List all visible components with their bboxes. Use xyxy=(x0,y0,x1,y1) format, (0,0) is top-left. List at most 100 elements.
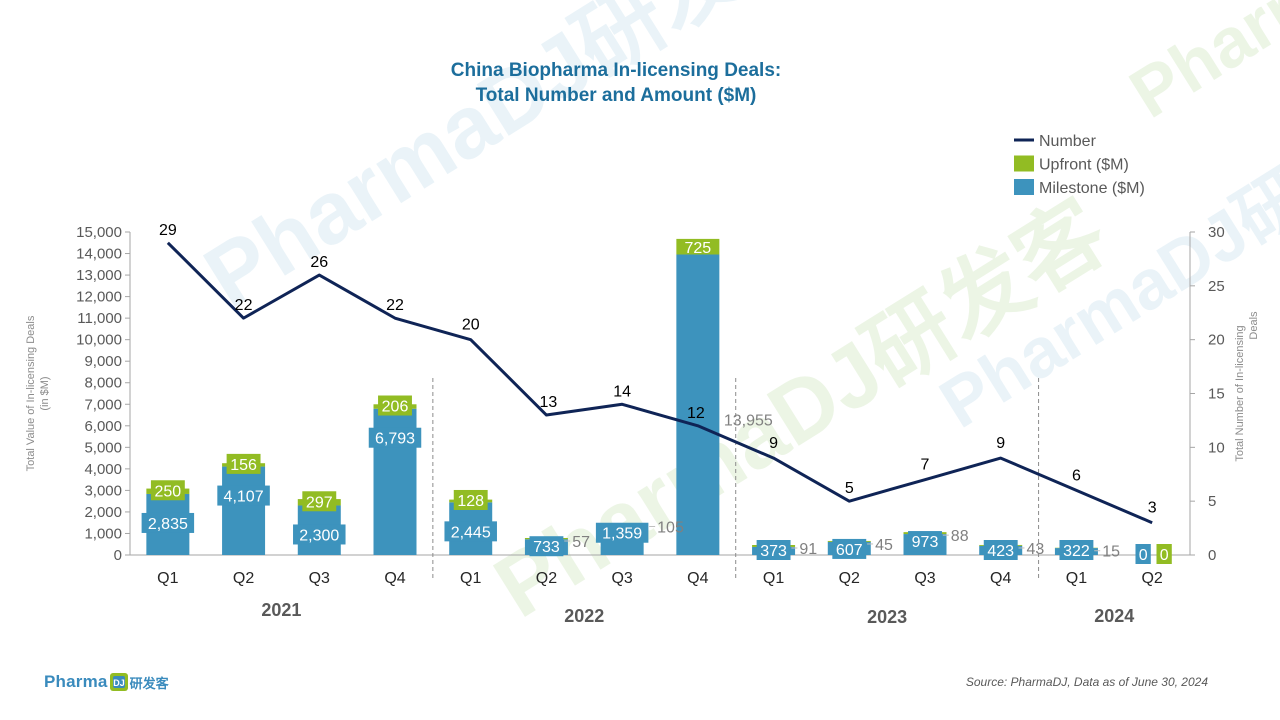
milestone-value-label-box xyxy=(141,512,195,533)
left-axis-tick-label: 1,000 xyxy=(84,525,122,542)
upfront-value-label-box xyxy=(1156,544,1172,564)
milestone-value-label: 733 xyxy=(533,539,560,556)
milestone-value-label-box xyxy=(444,521,497,542)
number-value-label: 7 xyxy=(921,457,930,474)
x-axis-category-label: Q3 xyxy=(914,570,935,587)
milestone-value-label: 322 xyxy=(1063,543,1090,560)
number-value-label: 9 xyxy=(996,435,1005,452)
upfront-value-label: 43 xyxy=(1027,541,1045,558)
right-axis-title-line1: Total Number of In-licensing xyxy=(1234,325,1246,461)
milestone-value-label-box xyxy=(908,531,942,552)
number-value-label: 12 xyxy=(687,405,705,422)
x-axis-category-label: Q2 xyxy=(233,570,254,587)
upfront-value-label: 250 xyxy=(155,483,182,500)
upfront-value-label: 297 xyxy=(306,494,333,511)
milestone-value-label: 373 xyxy=(760,543,787,560)
milestone-value-label: 2,835 xyxy=(148,516,188,533)
right-axis-tick-label: 30 xyxy=(1208,224,1225,241)
number-value-label: 13 xyxy=(540,394,558,411)
x-axis-category-label: Q1 xyxy=(1066,570,1087,587)
milestone-value-label-box xyxy=(529,536,564,557)
number-value-label: 5 xyxy=(845,480,854,497)
x-axis-year-label: 2022 xyxy=(564,606,604,626)
dj-logo-icon: DJ xyxy=(109,673,128,691)
upfront-value-label: 725 xyxy=(685,240,712,257)
number-value-label: 9 xyxy=(769,435,778,452)
milestone-bar xyxy=(676,254,720,556)
milestone-value-label-box xyxy=(832,538,867,559)
upfront-value-label-box xyxy=(378,395,412,416)
milestone-value-label-box xyxy=(1059,540,1094,560)
chart-title-line1: China Biopharma In-licensing Deals: xyxy=(450,60,782,81)
milestone-value-label: 1,359 xyxy=(602,526,642,543)
x-axis-category-label: Q4 xyxy=(990,570,1011,587)
upfront-value-label: 105 xyxy=(657,519,684,536)
left-axis-title-line1: Total Value of In-licensing Deals xyxy=(25,315,37,471)
milestone-value-label: 423 xyxy=(987,543,1014,560)
left-axis-title-line2: (in $M) xyxy=(39,376,51,410)
right-axis-tick-label: 0 xyxy=(1208,547,1216,564)
x-axis-category-label: Q4 xyxy=(687,570,708,587)
milestone-value-label: 13,955 xyxy=(724,413,773,430)
chart-title-line2: Total Number and Amount ($M) xyxy=(475,85,757,106)
number-value-label: 3 xyxy=(1148,500,1157,517)
left-axis-tick-label: 15,000 xyxy=(76,224,122,241)
watermark-text: PharmaDJ研发客 xyxy=(188,0,834,326)
left-axis-tick-label: 13,000 xyxy=(76,267,122,284)
number-value-label: 6 xyxy=(1072,467,1081,484)
right-axis-tick-label: 5 xyxy=(1208,493,1216,510)
milestone-value-label-box xyxy=(368,427,422,448)
upfront-value-label: 0 xyxy=(1160,547,1169,564)
legend-milestone-swatch xyxy=(1014,179,1034,195)
legend-label: Upfront ($M) xyxy=(1039,157,1129,174)
left-axis-tick-label: 3,000 xyxy=(84,482,122,499)
x-axis-year-label: 2021 xyxy=(261,600,301,620)
logo-chinese-text: 研发客 xyxy=(129,676,169,692)
number-value-label: 22 xyxy=(235,297,253,314)
x-axis-year-label: 2024 xyxy=(1094,606,1134,626)
left-axis-tick-label: 12,000 xyxy=(76,289,122,306)
left-axis-tick-label: 4,000 xyxy=(84,461,122,478)
right-axis-tick-label: 10 xyxy=(1208,439,1225,456)
milestone-value-label-box xyxy=(595,522,649,543)
left-axis-tick-label: 14,000 xyxy=(76,246,122,263)
milestone-bar xyxy=(222,466,266,555)
pharmadj-logo: Pharma DJ 研发客 xyxy=(44,671,169,693)
legend-label: Number xyxy=(1039,133,1097,150)
milestone-value-label: 607 xyxy=(836,542,863,559)
legend-label: Milestone ($M) xyxy=(1039,180,1145,197)
milestone-value-label: 4,107 xyxy=(224,489,264,506)
right-axis-tick-label: 15 xyxy=(1208,386,1225,403)
milestone-value-label-box xyxy=(1135,544,1151,564)
left-axis-tick-label: 5,000 xyxy=(84,439,122,456)
upfront-value-label: 91 xyxy=(799,541,817,558)
upfront-value-label: 156 xyxy=(230,457,257,474)
x-axis-category-label: Q3 xyxy=(611,570,632,587)
x-axis-category-label: Q1 xyxy=(460,570,481,587)
number-value-label: 22 xyxy=(386,297,404,314)
upfront-value-label: 206 xyxy=(382,399,409,416)
milestone-value-label-box xyxy=(756,540,791,560)
x-axis-category-label: Q1 xyxy=(157,570,178,587)
left-axis-tick-label: 6,000 xyxy=(84,418,122,435)
upfront-value-label: 57 xyxy=(572,534,590,551)
chart-title: China Biopharma In-licensing Deals: Tota… xyxy=(0,58,1232,108)
x-axis-category-label: Q2 xyxy=(536,570,557,587)
left-axis-tick-label: 0 xyxy=(114,547,122,564)
number-value-label: 29 xyxy=(159,222,177,239)
legend-upfront-swatch xyxy=(1014,155,1034,172)
right-axis-tick-label: 25 xyxy=(1208,278,1225,295)
x-axis-category-label: Q2 xyxy=(839,570,860,587)
upfront-value-label-box xyxy=(302,491,337,512)
upfront-value-label: 15 xyxy=(1102,544,1120,561)
number-line-series xyxy=(166,241,1153,525)
upfront-value-label-box xyxy=(453,489,488,510)
x-axis-category-label: Q1 xyxy=(763,570,784,587)
milestone-value-label-box xyxy=(293,524,346,545)
upfront-value-label: 88 xyxy=(951,528,969,545)
source-note: Source: PharmaDJ, Data as of June 30, 20… xyxy=(965,675,1208,689)
upfront-bar xyxy=(676,238,720,255)
milestone-value-label: 2,300 xyxy=(299,527,339,544)
left-axis-tick-label: 8,000 xyxy=(84,375,122,392)
